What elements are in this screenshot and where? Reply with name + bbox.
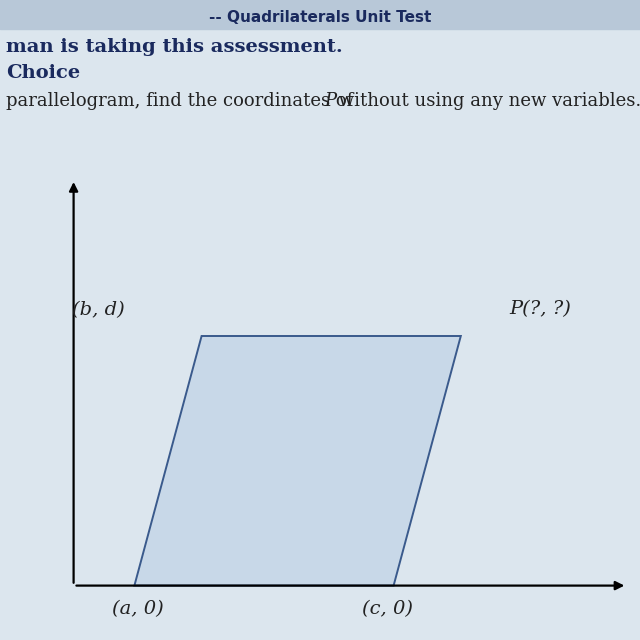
Polygon shape [134, 336, 461, 586]
Text: without using any new variables.: without using any new variables. [333, 92, 640, 109]
Text: -- Quadrilaterals Unit Test: -- Quadrilaterals Unit Test [209, 10, 431, 24]
Text: (c, 0): (c, 0) [362, 600, 413, 618]
Text: P: P [324, 92, 336, 109]
Text: parallelogram, find the coordinates of: parallelogram, find the coordinates of [6, 92, 360, 109]
Text: (a, 0): (a, 0) [112, 600, 163, 618]
Text: man is taking this assessment.: man is taking this assessment. [6, 38, 343, 56]
Text: P(?, ?): P(?, ?) [509, 300, 571, 318]
Text: Choice: Choice [6, 64, 81, 82]
Text: (b, d): (b, d) [72, 301, 125, 319]
Bar [0, 0, 640, 29]
